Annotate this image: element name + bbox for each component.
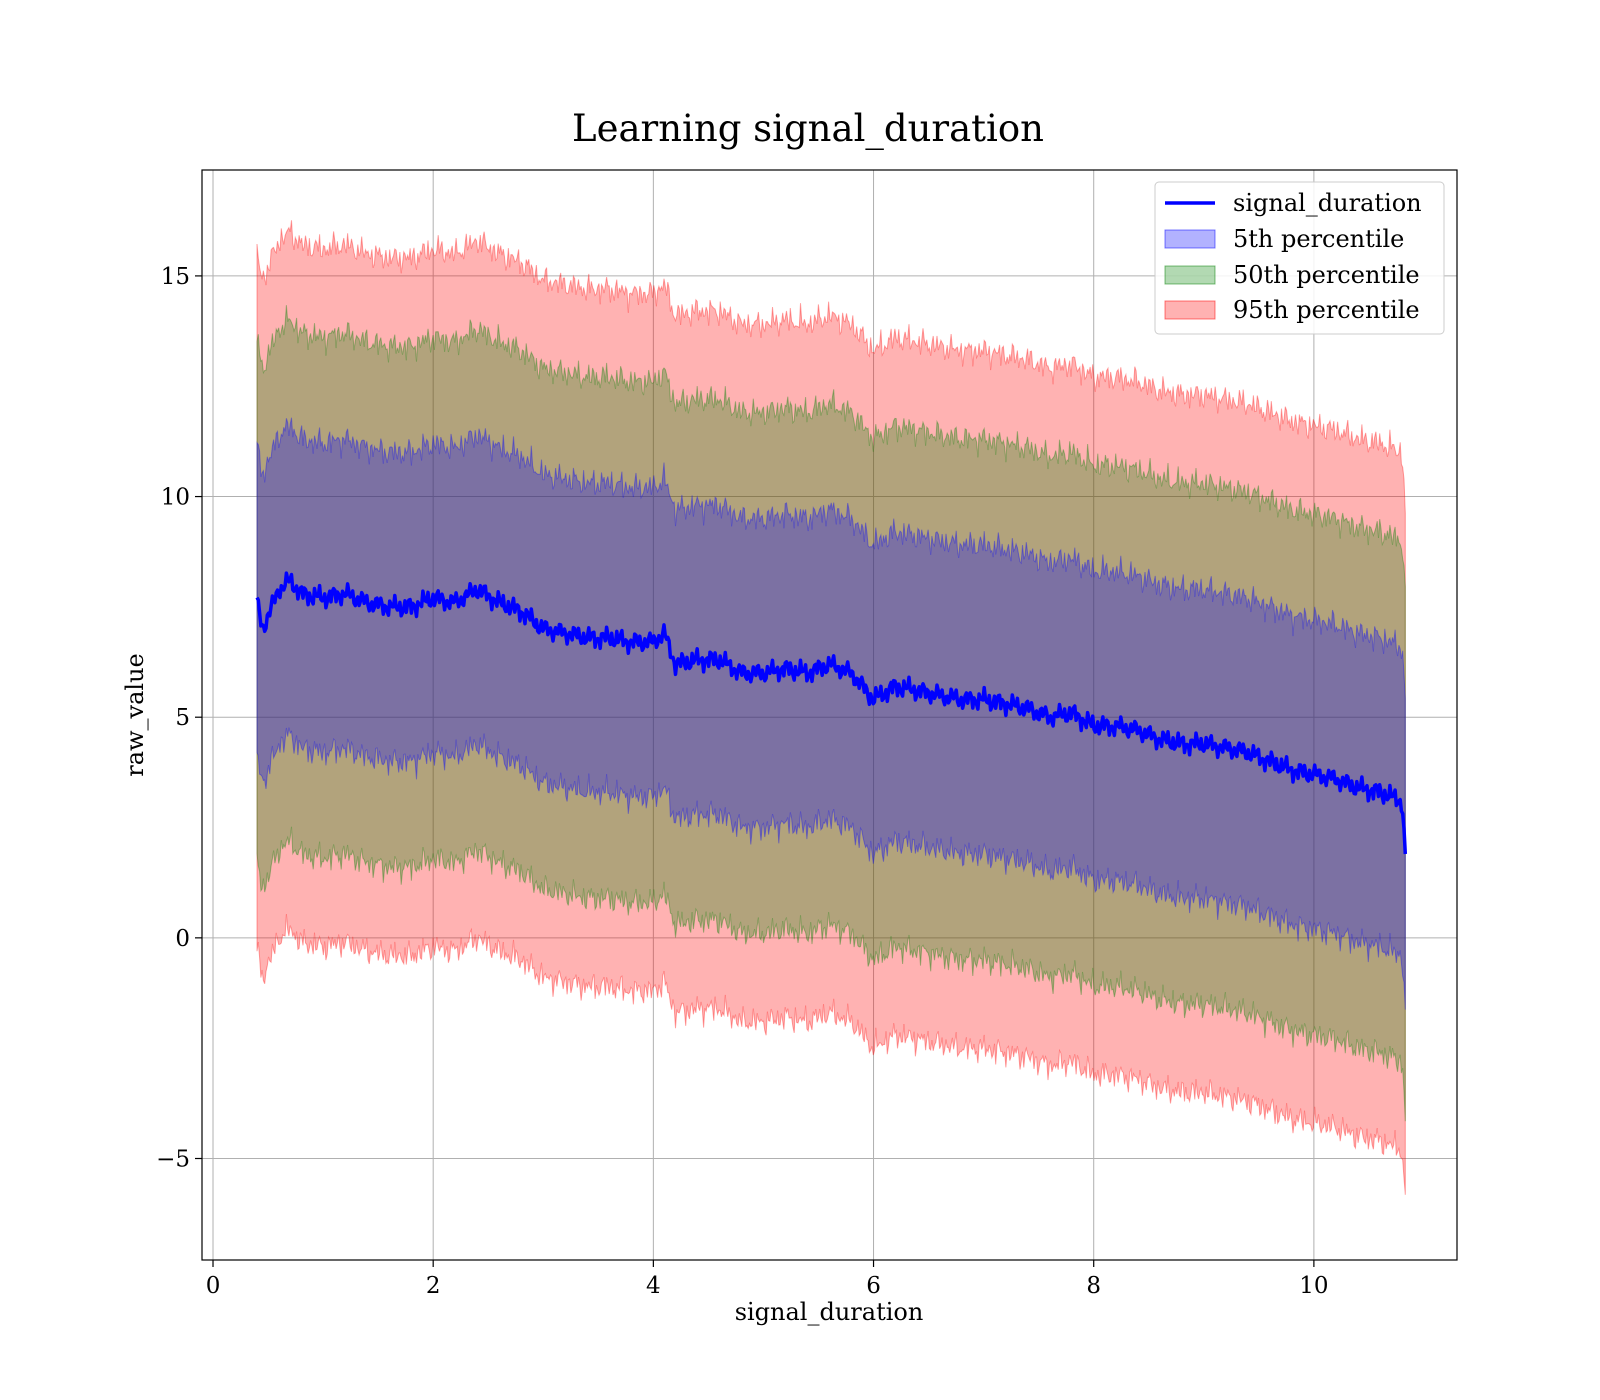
percentile-bands: [256, 220, 1406, 1195]
plot-background: [202, 170, 1457, 1260]
x-tick-label: 10: [1299, 1273, 1328, 1299]
band-95th-percentile: [256, 220, 1406, 1195]
series-line-signal-duration: [255, 571, 1408, 855]
plot-frame: [201, 169, 1458, 1261]
y-tick-label: 10: [161, 485, 190, 511]
legend-label-50th-percentile: 50th percentile: [1233, 261, 1420, 289]
band-5th-percentile: [256, 417, 1406, 1010]
legend-label-signal-duration: signal_duration: [1233, 189, 1422, 217]
x-tick-label: 4: [646, 1273, 661, 1299]
legend-label-5th-percentile: 5th percentile: [1233, 225, 1404, 253]
y-tick-label: 15: [161, 264, 190, 290]
x-tick-label: 8: [1086, 1273, 1101, 1299]
y-axis: −5 0 5 10 15: [156, 264, 202, 1173]
legend-swatch-95th-percentile: [1164, 300, 1216, 320]
y-tick-label: 0: [175, 926, 190, 952]
series-line-group: [255, 571, 1408, 855]
y-axis-label: raw_value: [121, 653, 149, 777]
x-axis: 0 2 4 6 8 10: [206, 1260, 1329, 1299]
y-tick-label: −5: [156, 1147, 190, 1173]
x-tick-label: 2: [426, 1273, 441, 1299]
legend-swatch-5th-percentile: [1164, 229, 1216, 249]
plot-area: [201, 169, 1458, 1261]
legend: signal_duration 5th percentile 50th percen…: [1154, 181, 1445, 335]
x-axis-label: signal_duration: [735, 1298, 924, 1326]
legend-label-95th-percentile: 95th percentile: [1233, 296, 1420, 324]
legend-items: signal_duration 5th percentile 50th percen…: [1164, 189, 1422, 324]
band-50th-percentile: [256, 305, 1406, 1122]
y-tick-label: 5: [175, 705, 190, 731]
chart-title: Learning signal_duration: [572, 107, 1044, 151]
legend-swatch-50th-percentile: [1164, 265, 1216, 285]
grid: [202, 170, 1457, 1260]
legend-frame: [1154, 181, 1445, 335]
x-tick-label: 6: [866, 1273, 881, 1299]
x-tick-label: 0: [206, 1273, 221, 1299]
